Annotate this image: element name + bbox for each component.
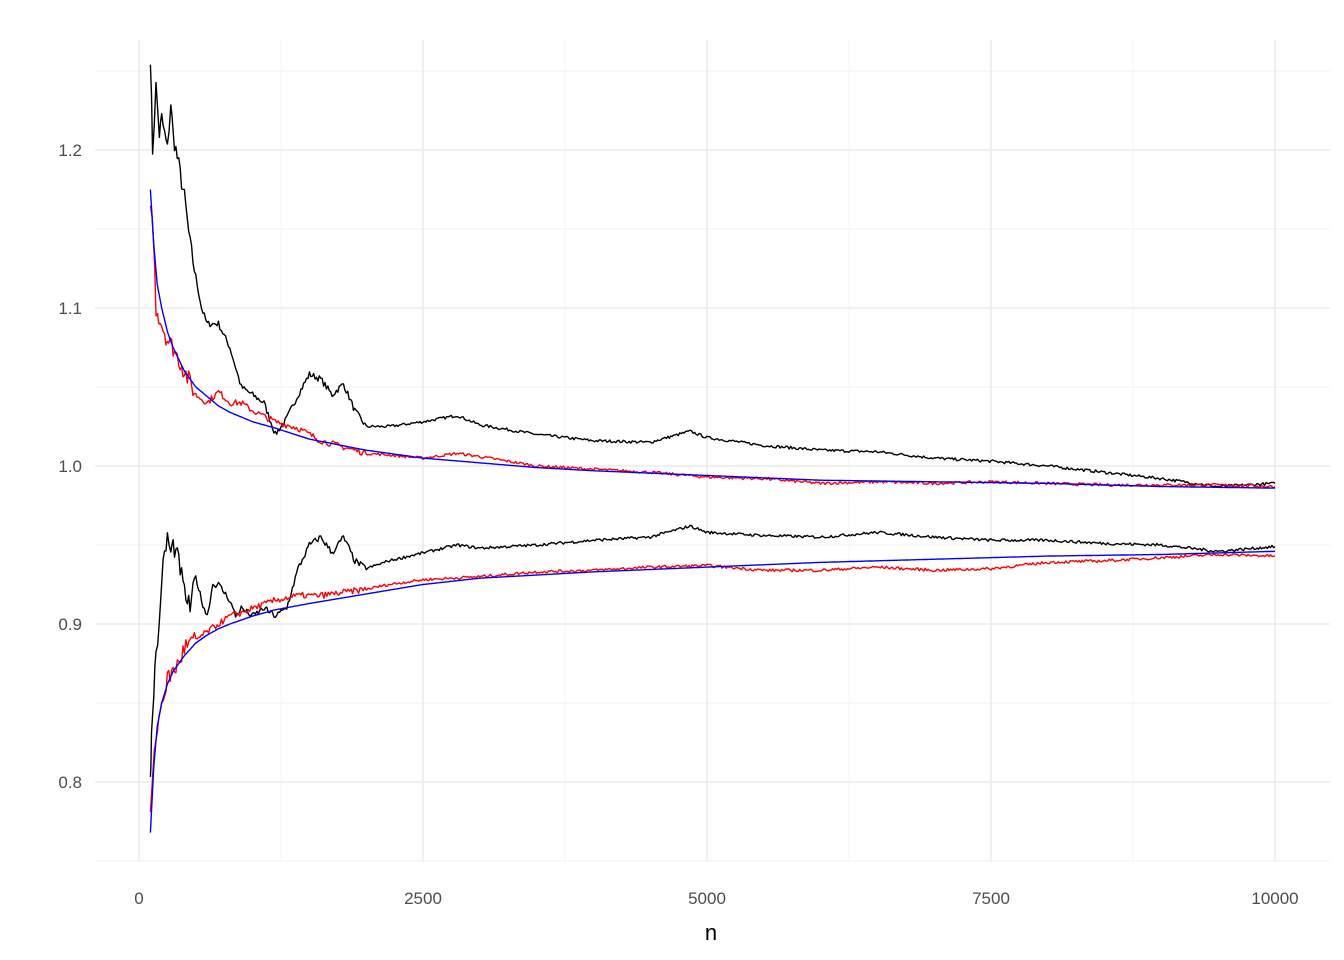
y-tick-label: 1.2 — [58, 141, 82, 160]
x-axis-ticks: 0 2500 5000 7500 10000 — [134, 889, 1298, 908]
lower-black-line — [149, 524, 1276, 777]
plot-series — [149, 64, 1276, 833]
upper-black-line — [149, 64, 1276, 488]
lower-red-line — [149, 553, 1276, 812]
x-tick-label: 0 — [134, 889, 143, 908]
y-tick-label: 0.8 — [58, 773, 82, 792]
y-tick-label: 1.1 — [58, 299, 82, 318]
x-tick-label: 10000 — [1251, 889, 1298, 908]
y-tick-label: 1.0 — [58, 457, 82, 476]
x-axis-title: n — [705, 920, 717, 945]
upper-red-line — [149, 205, 1276, 489]
x-tick-label: 7500 — [972, 889, 1010, 908]
lower-blue-line — [149, 550, 1276, 833]
x-tick-label: 2500 — [404, 889, 442, 908]
y-axis-ticks: 0.8 0.9 1.0 1.1 1.2 — [58, 141, 82, 792]
x-tick-label: 5000 — [688, 889, 726, 908]
y-tick-label: 0.9 — [58, 615, 82, 634]
plot-grid — [95, 40, 1330, 862]
upper-blue-line — [149, 189, 1275, 489]
